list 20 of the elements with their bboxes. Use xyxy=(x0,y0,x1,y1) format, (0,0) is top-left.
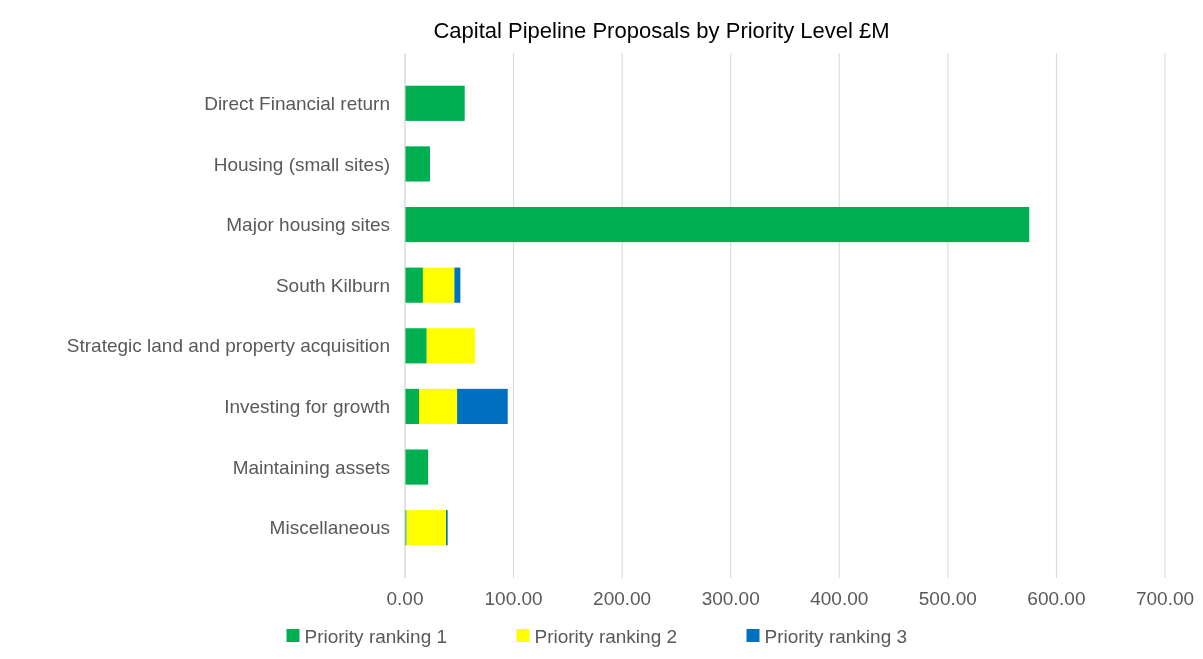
x-tick-label: 0.00 xyxy=(386,588,424,609)
legend-label: Priority ranking 3 xyxy=(764,625,908,647)
x-tick-label: 600.00 xyxy=(1027,588,1086,609)
y-tick-label: Strategic land and property acquisition xyxy=(66,335,390,357)
y-tick-label: Housing (small sites) xyxy=(213,153,390,175)
x-tick-label: 500.00 xyxy=(918,588,977,609)
y-tick-label: Investing for growth xyxy=(224,396,390,418)
y-tick-label: Miscellaneous xyxy=(269,517,390,539)
x-tick-label: 300.00 xyxy=(701,588,760,609)
x-tick-label: 700.00 xyxy=(1135,588,1195,609)
y-tick-label: South Kilburn xyxy=(275,274,390,296)
x-tick-label: 100.00 xyxy=(484,588,543,609)
y-tick-label: Direct Financial return xyxy=(204,92,390,114)
x-tick-label: 200.00 xyxy=(593,588,652,609)
legend-label: Priority ranking 2 xyxy=(534,625,678,647)
chart-title: Capital Pipeline Proposals by Priority Level £M xyxy=(433,18,890,43)
y-tick-label: Major housing sites xyxy=(226,214,390,236)
y-tick-label: Maintaining assets xyxy=(232,456,390,478)
x-tick-label: 400.00 xyxy=(810,588,869,609)
legend-label: Priority ranking 1 xyxy=(304,625,448,647)
